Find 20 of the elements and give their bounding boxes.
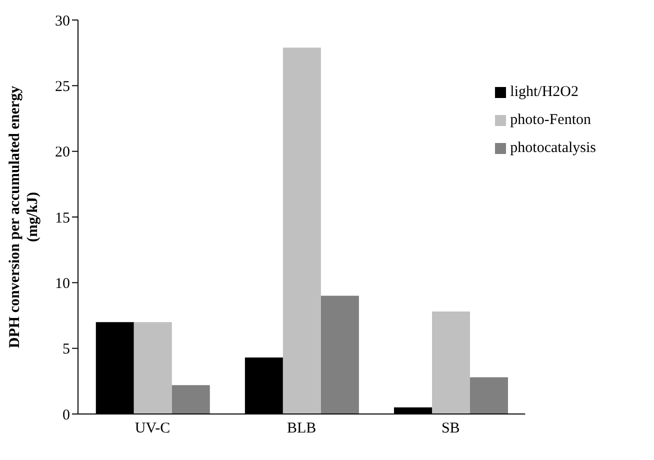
bar <box>282 48 321 414</box>
bar <box>172 385 210 414</box>
y-tick-label: 20 <box>55 144 70 161</box>
legend-label: photo-Fenton <box>510 112 592 128</box>
bar <box>470 377 508 414</box>
y-tick-label: 25 <box>55 78 70 95</box>
legend-label: light/H2O2 <box>510 84 579 100</box>
y-tick-label: 0 <box>62 407 70 424</box>
x-tick-label: SB <box>441 420 460 437</box>
bar <box>134 322 172 414</box>
y-tick-label: 30 <box>55 13 70 30</box>
y-axis-title: DPH conversion per accumulated energy (mg/kJ) <box>7 85 41 348</box>
legend-label: photocatalysis <box>510 140 596 156</box>
y-tick-label: 5 <box>62 342 70 358</box>
bar <box>432 312 470 414</box>
y-tick-label: 10 <box>55 276 70 292</box>
y-tick-label: 15 <box>55 210 70 226</box>
bar <box>320 296 359 414</box>
x-tick-label: BLB <box>286 420 316 437</box>
x-tick-label: UV-C <box>134 420 170 437</box>
